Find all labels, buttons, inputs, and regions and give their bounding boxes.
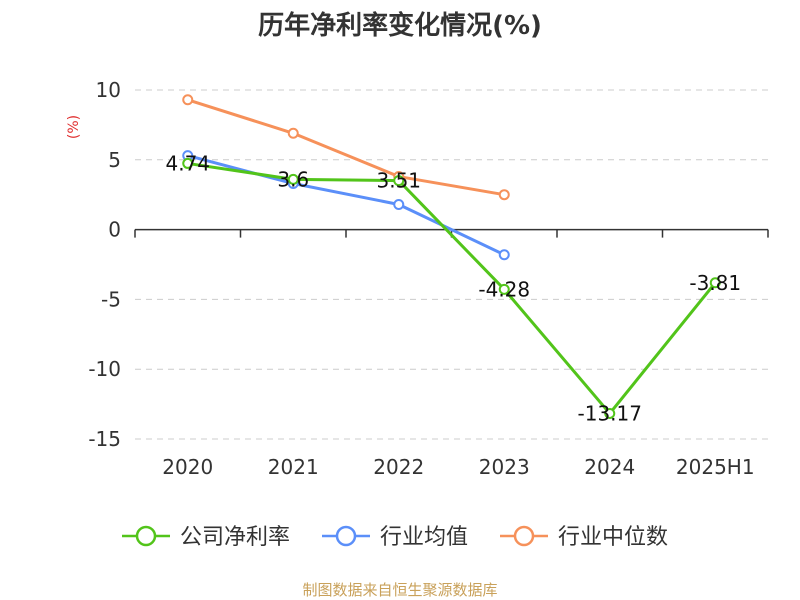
data-point[interactable]: [182, 157, 194, 169]
data-point[interactable]: [709, 277, 721, 289]
x-tick-label: 2020: [162, 455, 213, 479]
data-label: 3.6: [277, 167, 309, 191]
data-label: 4.74: [165, 151, 210, 175]
legend: 公司净利率 行业均值 行业中位数: [122, 525, 668, 550]
y-tick-label: -10: [88, 357, 121, 381]
data-point[interactable]: [604, 407, 616, 419]
series-line-0: [187, 161, 717, 415]
tick-labels: -15 -10 -5 0 5 10 2020 2021 2022 2023 2024 2025H1: [88, 78, 754, 479]
data-point[interactable]: [287, 173, 299, 185]
series-lines: [182, 94, 721, 419]
x-tick-label: 2025H1: [676, 455, 755, 479]
y-tick-label: -5: [101, 287, 121, 311]
source-note: 制图数据来自恒生聚源数据库: [302, 581, 497, 599]
data-point[interactable]: [182, 94, 194, 106]
y-tick-label: 0: [108, 218, 121, 242]
legend-item[interactable]: 行业中位数: [500, 525, 668, 550]
y-axis-label: (%): [66, 115, 82, 139]
data-label: -13.17: [578, 401, 642, 425]
data-point[interactable]: [498, 189, 510, 201]
x-tick-label: 2024: [584, 455, 635, 479]
data-label: 3.51: [376, 169, 421, 193]
y-tick-label: 10: [96, 78, 121, 102]
x-tick-label: 2021: [268, 455, 319, 479]
x-tick-label: 2023: [479, 455, 530, 479]
data-point[interactable]: [498, 283, 510, 295]
legend-label: 行业均值: [380, 525, 468, 550]
legend-marker-icon: [335, 525, 357, 547]
y-tick-label: -15: [88, 427, 121, 451]
data-label: -3.81: [689, 271, 741, 295]
legend-label: 公司净利率: [180, 525, 290, 550]
legend-label: 行业中位数: [558, 525, 668, 550]
legend-item[interactable]: 公司净利率: [122, 525, 290, 550]
legend-marker-icon: [135, 525, 157, 547]
data-label: -4.28: [478, 277, 530, 301]
series-line-1: [187, 154, 505, 257]
data-labels: 4.74 3.6 3.51 -4.28 -13.17 -3.81: [165, 151, 741, 425]
legend-item[interactable]: 行业均值: [322, 525, 468, 550]
grid-lines: [135, 89, 768, 440]
series-line-2: [187, 98, 505, 197]
y-tick-label: 5: [108, 148, 121, 172]
chart-title: 历年净利率变化情况(%): [258, 10, 542, 41]
data-point[interactable]: [393, 175, 405, 187]
legend-marker-icon: [513, 525, 535, 547]
data-point[interactable]: [393, 198, 405, 210]
data-point[interactable]: [498, 249, 510, 261]
x-tick-label: 2022: [373, 455, 424, 479]
data-point[interactable]: [287, 127, 299, 139]
